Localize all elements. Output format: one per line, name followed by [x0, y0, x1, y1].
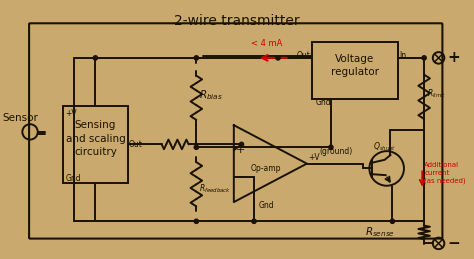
- Text: 2-wire transmitter: 2-wire transmitter: [174, 14, 300, 28]
- Circle shape: [194, 56, 199, 60]
- Circle shape: [252, 219, 256, 224]
- Text: Gnd: Gnd: [259, 202, 274, 210]
- Text: $R_{feedback}$: $R_{feedback}$: [199, 183, 231, 195]
- Text: Gnd: Gnd: [316, 98, 331, 107]
- Text: +V: +V: [65, 109, 77, 118]
- Text: $R_{bias}$: $R_{bias}$: [199, 88, 223, 102]
- Text: In: In: [399, 52, 406, 60]
- Circle shape: [239, 142, 244, 147]
- Text: < 4 mA: < 4 mA: [251, 39, 282, 48]
- Circle shape: [93, 56, 98, 60]
- Text: $R_{limit}$: $R_{limit}$: [427, 88, 446, 100]
- FancyBboxPatch shape: [63, 106, 128, 183]
- Circle shape: [276, 56, 280, 60]
- Text: Out: Out: [129, 140, 143, 149]
- Text: Gnd: Gnd: [65, 174, 81, 183]
- FancyBboxPatch shape: [29, 23, 442, 239]
- Circle shape: [390, 219, 394, 224]
- Circle shape: [422, 56, 426, 60]
- Circle shape: [194, 145, 199, 149]
- Text: Out: Out: [297, 52, 311, 60]
- Circle shape: [329, 145, 333, 149]
- FancyBboxPatch shape: [312, 41, 398, 99]
- Text: −: −: [236, 172, 245, 182]
- Text: −: −: [447, 236, 460, 251]
- Text: Sensor: Sensor: [2, 113, 38, 124]
- Text: $R_{sense}$: $R_{sense}$: [365, 225, 395, 239]
- Circle shape: [194, 219, 199, 224]
- Text: Voltage
regulator: Voltage regulator: [331, 54, 379, 77]
- Text: Op-amp: Op-amp: [250, 164, 281, 173]
- Text: Additional
current
(as needed): Additional current (as needed): [424, 162, 466, 184]
- Text: (ground): (ground): [319, 147, 352, 156]
- Text: $Q_{shunt}$: $Q_{shunt}$: [373, 140, 396, 153]
- Text: Sensing
and scaling
circuitry: Sensing and scaling circuitry: [65, 120, 125, 157]
- Text: +: +: [447, 51, 460, 65]
- Text: +V: +V: [308, 153, 319, 162]
- Text: +: +: [236, 145, 245, 155]
